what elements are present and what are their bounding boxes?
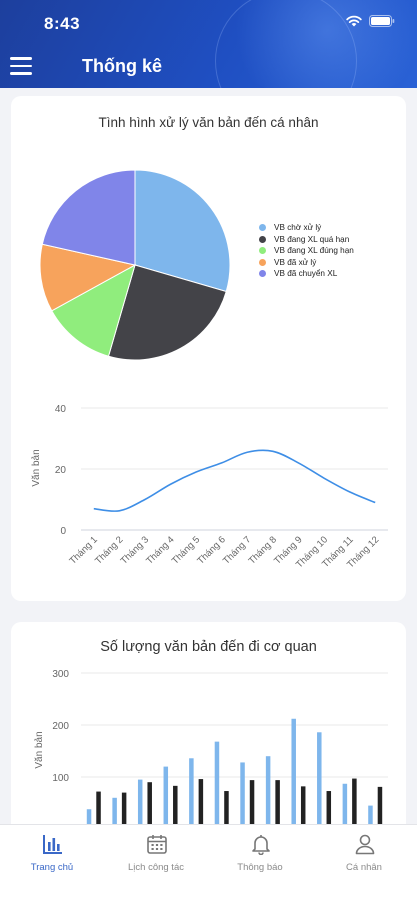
legend-dot: [259, 235, 266, 243]
bar: [300, 786, 306, 829]
bar: [147, 782, 152, 829]
battery-icon: [369, 15, 395, 27]
bar: [249, 780, 255, 829]
tab-schedule-label: Lịch công tác: [128, 862, 184, 873]
bar: [173, 785, 178, 829]
bar: [224, 791, 229, 829]
bell-icon: [252, 835, 270, 855]
menu-icon-bar: [10, 72, 32, 75]
tab-home-label: Trang chủ: [30, 862, 74, 873]
legend-label: VB đang XL quá hạn: [274, 234, 350, 244]
bar-chart: 100 200 300 Văn bản: [34, 669, 388, 829]
bar: [265, 756, 271, 829]
pie-slice: [51, 263, 136, 357]
legend-label: VB đã chuyển XL: [274, 269, 338, 279]
legend-dot: [259, 270, 266, 278]
menu-icon-bar: [10, 57, 32, 60]
app-header: 8:43 Thống kê: [0, 0, 417, 88]
pie-slice: [41, 169, 136, 266]
header-decoration-ring: [215, 0, 357, 88]
wifi-icon: [346, 15, 362, 27]
bar-chart-title: Số lượng văn bản đến đi cơ quan: [100, 639, 317, 655]
legend-item: VB đang XL đúng hạn: [259, 245, 354, 257]
legend-item: VB đã chuyển XL: [259, 268, 354, 280]
legend-item: VB đã xử lý: [259, 257, 354, 269]
tab-profile[interactable]: Cá nhân: [312, 825, 416, 885]
tab-bar: Trang chủ Lịch công tác Thông báo Cá nhâ…: [0, 824, 417, 901]
pie-legend: VB chờ xử lý VB đang XL quá hạn VB đang XL…: [259, 222, 354, 280]
calendar-icon: [147, 835, 167, 854]
bar: [377, 786, 383, 829]
y-tick-label: 40: [55, 404, 67, 415]
y-axis-label: Văn bản: [31, 449, 42, 486]
pie-chart-title: Tình hình xử lý văn bản đến cá nhân: [98, 115, 319, 130]
legend-label: VB chờ xử lý: [274, 223, 322, 233]
status-icons: [346, 15, 395, 27]
bar: [352, 778, 357, 829]
bar: [368, 805, 373, 829]
bar: [214, 741, 220, 829]
legend-dot: [259, 247, 266, 255]
bar: [240, 762, 245, 829]
bar: [189, 758, 194, 829]
bar: [342, 783, 348, 829]
bar: [275, 780, 280, 829]
line-series: [93, 449, 376, 512]
pie-slice: [39, 243, 137, 312]
agency-stats-card: Số lượng văn bản đến đi cơ quan 100 200 30…: [11, 622, 406, 862]
y-tick-label: 20: [55, 465, 67, 476]
bar: [326, 791, 332, 829]
bar: [163, 766, 169, 829]
y-tick-label: 200: [52, 721, 69, 732]
pie-slice: [134, 169, 231, 293]
pie-slice: [107, 264, 227, 361]
bar: [317, 732, 322, 829]
bar: [137, 779, 143, 829]
y-tick-label: 300: [52, 669, 69, 680]
menu-icon-bar: [10, 64, 32, 67]
pie-chart: [39, 169, 231, 361]
y-axis-label: Văn bản: [34, 731, 45, 768]
legend-dot: [259, 258, 266, 266]
bar: [121, 792, 127, 829]
status-time: 8:43: [44, 14, 81, 33]
legend-label: VB đang XL đúng hạn: [274, 246, 354, 256]
bar: [291, 718, 296, 829]
tab-profile-label: Cá nhân: [346, 862, 382, 873]
bar: [86, 809, 92, 829]
legend-item: VB đang XL quá hạn: [259, 234, 354, 246]
bar-chart-icon: [43, 835, 62, 854]
bar: [112, 797, 117, 829]
tab-notifications[interactable]: Thông báo: [208, 825, 312, 885]
legend-item: VB chờ xử lý: [259, 222, 354, 234]
legend-dot: [259, 224, 266, 232]
tab-home[interactable]: Trang chủ: [0, 825, 104, 885]
page-title: Thống kê: [82, 56, 162, 76]
y-tick-label: 0: [60, 526, 66, 537]
tab-notifications-label: Thông báo: [237, 862, 283, 873]
tab-schedule[interactable]: Lịch công tác: [104, 825, 208, 885]
bar: [96, 791, 101, 829]
y-tick-label: 100: [52, 773, 69, 784]
legend-label: VB đã xử lý: [274, 257, 317, 267]
person-icon: [355, 834, 375, 855]
bar: [198, 779, 204, 829]
menu-button[interactable]: [10, 57, 32, 77]
personal-stats-card: Tình hình xử lý văn bản đến cá nhân VB c…: [11, 96, 406, 601]
